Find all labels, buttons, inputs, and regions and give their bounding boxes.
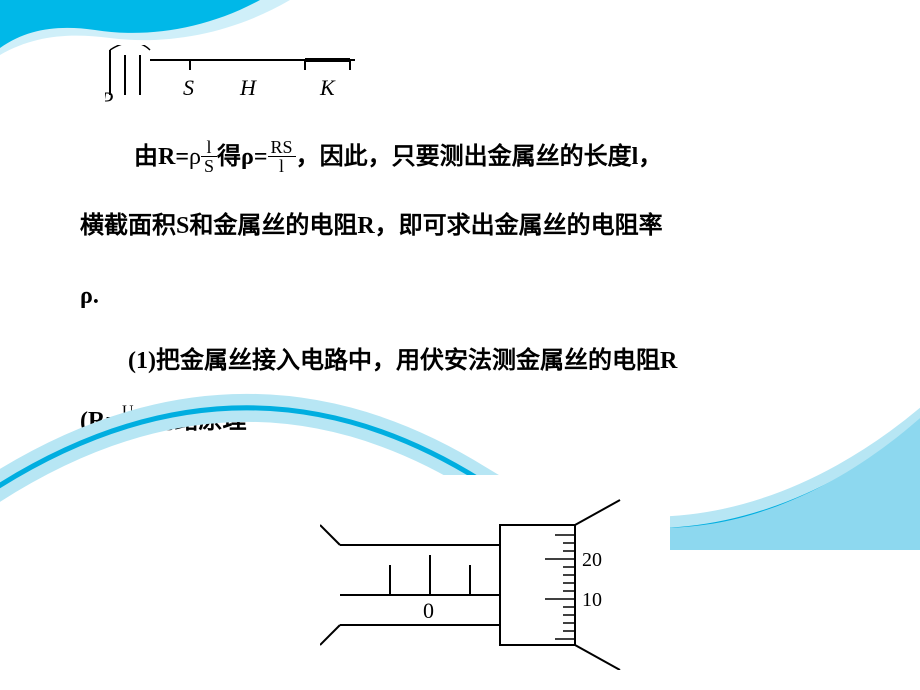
- main-scale-zero: 0: [423, 598, 434, 623]
- text-span: 得ρ=: [217, 144, 268, 170]
- text-span: ).电路原理: [137, 408, 247, 434]
- fraction-U-over-I: UI: [119, 404, 137, 437]
- rho-symbol: ρ: [189, 144, 201, 170]
- frac-num: l: [201, 138, 217, 157]
- fraction-RS-over-l: RSl: [268, 138, 296, 175]
- body-line-2: 横截面积S和金属丝的电阻R，即可求出金属丝的电阻率: [80, 210, 900, 244]
- frac-num: RS: [268, 138, 296, 157]
- text-span: (1)把金属丝接入电路中，用伏安法测金属丝的电阻R: [128, 348, 677, 374]
- label-S: S: [183, 75, 194, 100]
- text-span: ，因此，只要测出金属丝的长度l，: [296, 144, 663, 170]
- thimble-label-10: 10: [582, 589, 602, 611]
- text-span: 由R=: [134, 144, 189, 170]
- body-line-5: (R=UI).电路原理: [80, 405, 247, 439]
- body-line-4: (1)把金属丝接入电路中，用伏安法测金属丝的电阻R: [80, 345, 900, 379]
- body-line-1: 由R=ρlS得ρ=RSl，因此，只要测出金属丝的长度l，: [80, 140, 880, 177]
- frac-den: l: [268, 157, 296, 175]
- label-P: P: [105, 87, 113, 105]
- frac-num: U: [119, 404, 137, 421]
- thimble-label-20: 20: [582, 549, 602, 571]
- text-span: (R=: [80, 408, 119, 434]
- label-H: H: [239, 75, 257, 100]
- fraction-l-over-S: lS: [201, 138, 217, 175]
- frac-den: S: [201, 157, 217, 175]
- label-K: K: [319, 75, 336, 100]
- slide-root: P S H K 由R=ρlS得ρ=RSl，因此，只要测出金属丝的长度l， 横截面…: [0, 0, 920, 690]
- frac-den: I: [119, 421, 137, 437]
- body-line-3: ρ.: [80, 280, 99, 314]
- wave-top-main: [0, 0, 260, 48]
- micrometer-figure: 0 20 10: [320, 490, 650, 670]
- circuit-fragment: P S H K: [105, 45, 365, 105]
